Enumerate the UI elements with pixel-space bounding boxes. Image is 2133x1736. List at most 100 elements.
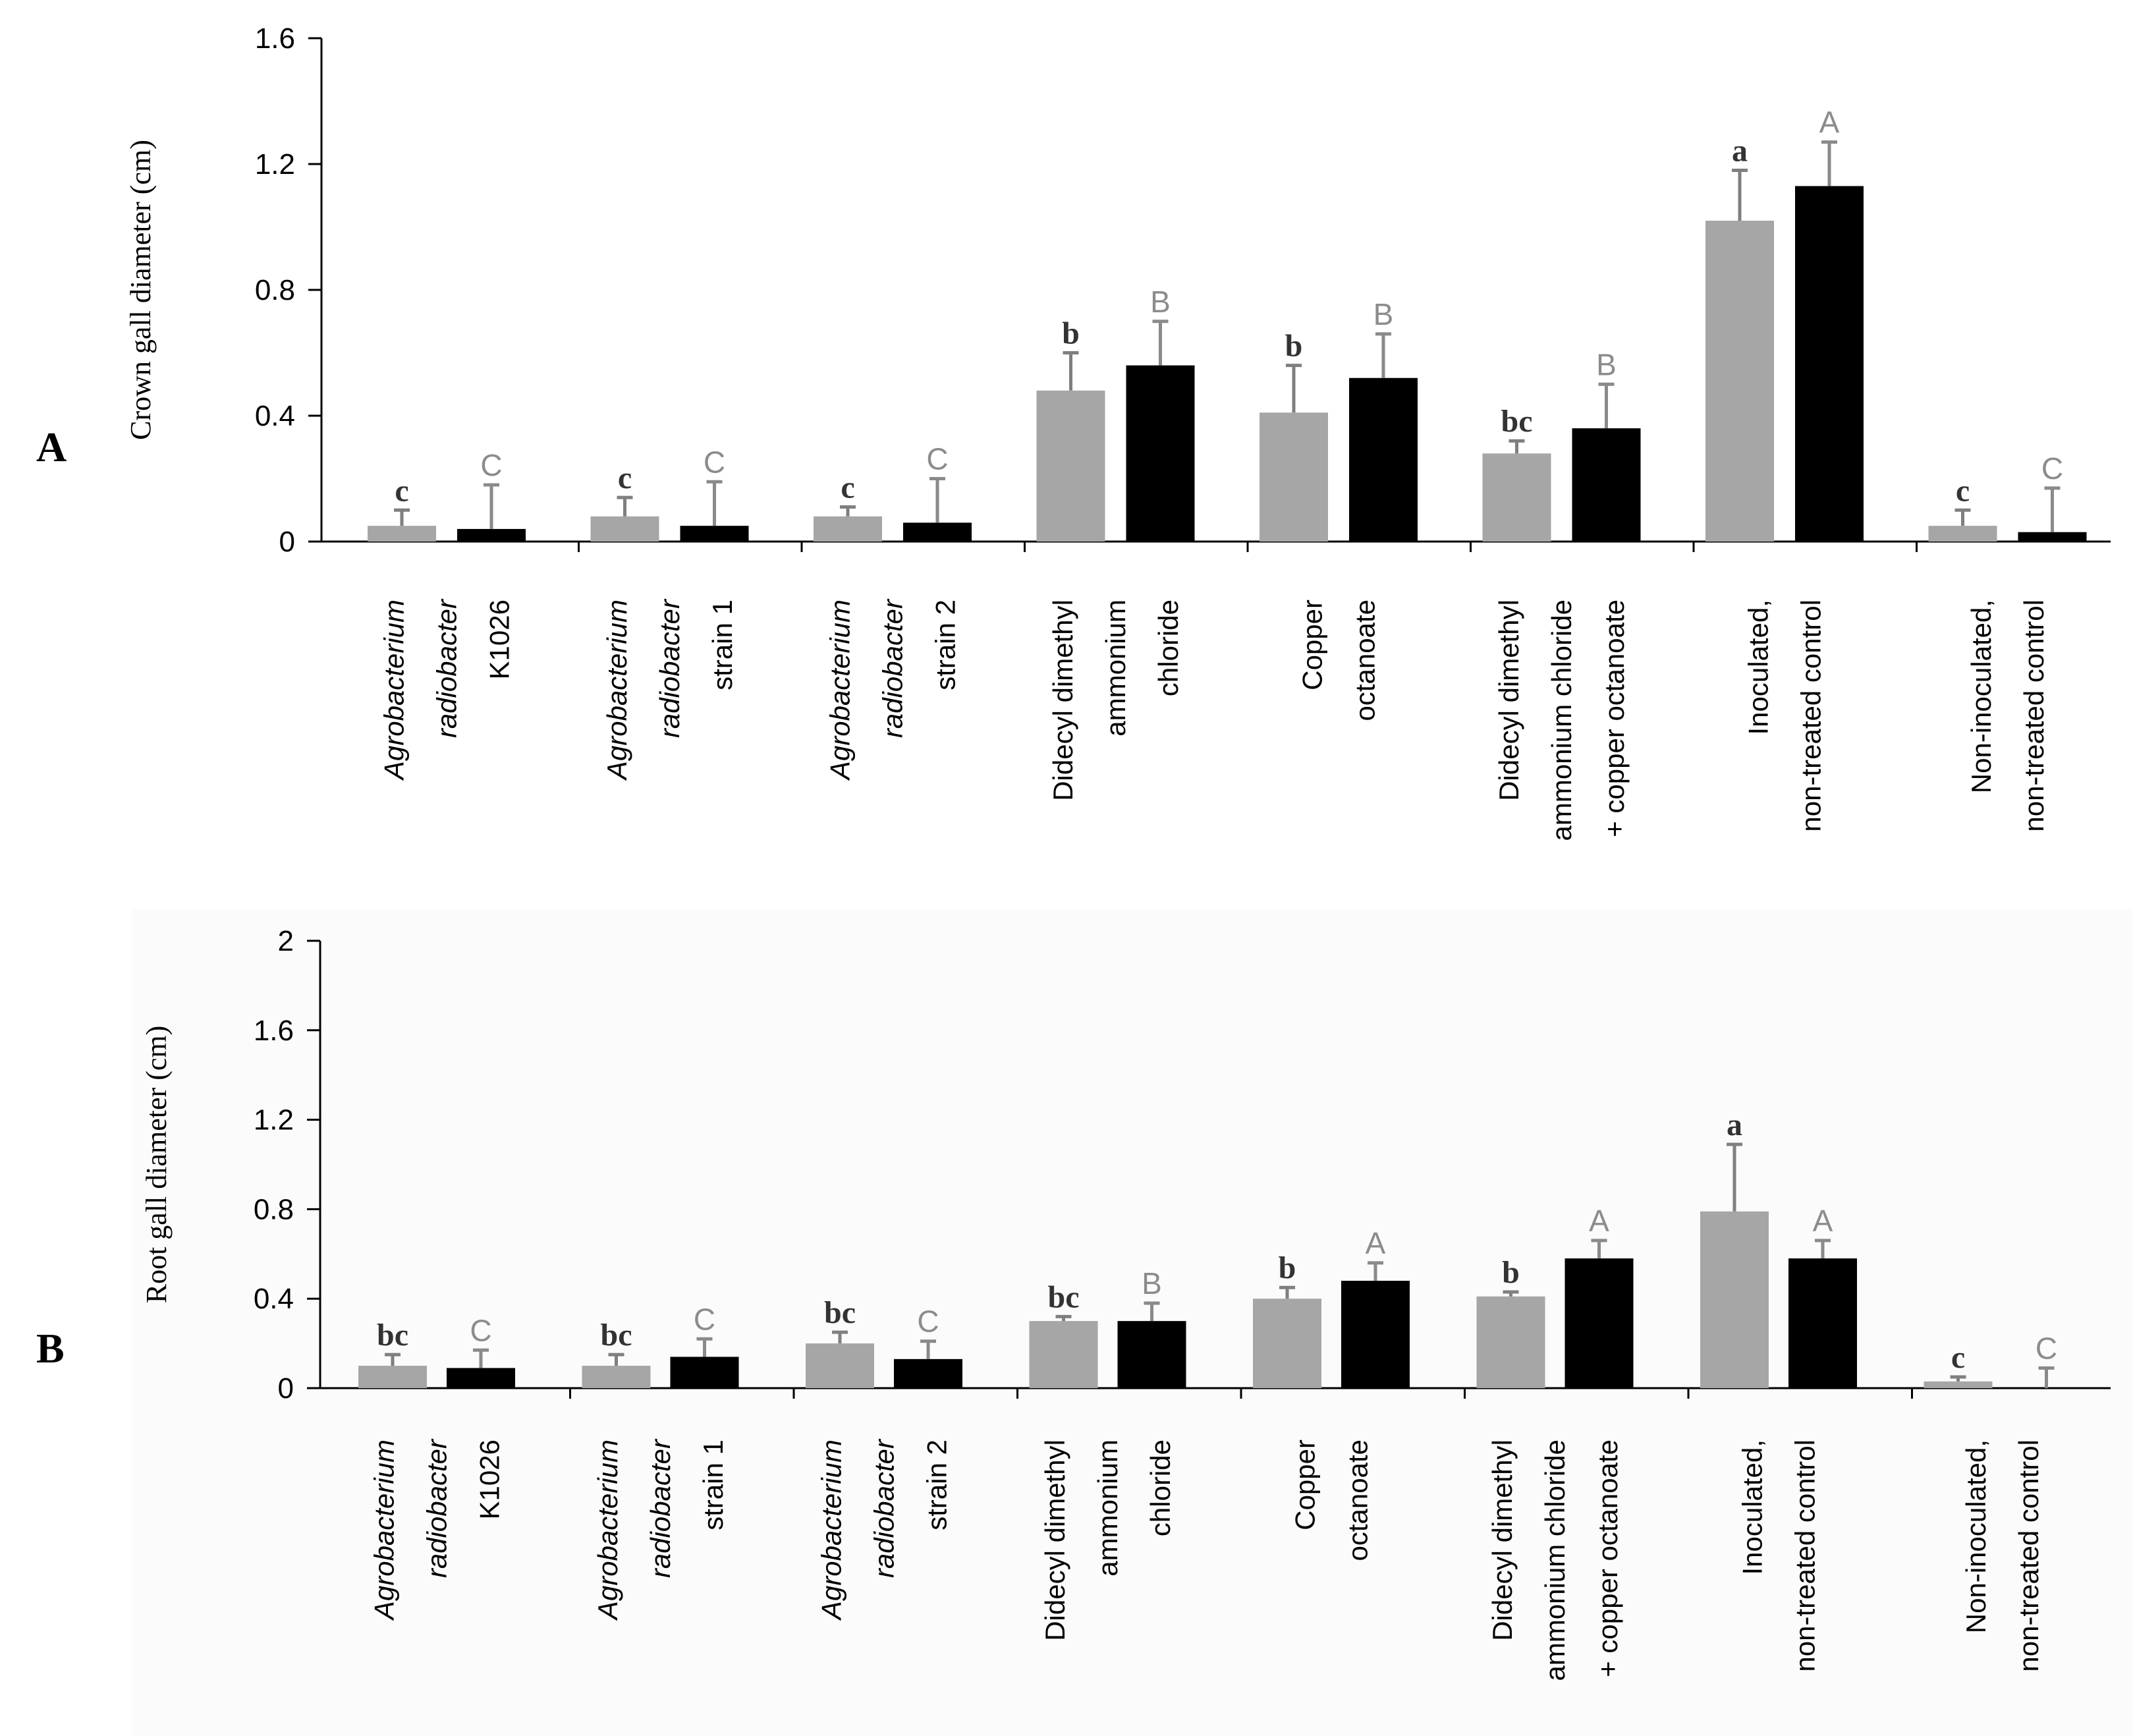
chart-panel-a: A Crown gall diameter (cm) 0 0.4 0.8 1.2 1.6 c C… bbox=[36, 22, 2111, 841]
significance-letter-black-3: C bbox=[917, 1304, 939, 1339]
category-label-3: Agrobacterium radiobacter strain 2 bbox=[825, 598, 961, 781]
category-label-line: chloride bbox=[1145, 1440, 1176, 1536]
y-tick-label: 2 bbox=[278, 925, 294, 957]
category-label-2: Agrobacterium radiobacter strain 1 bbox=[601, 598, 738, 781]
y-tick-label: 1.6 bbox=[254, 1015, 294, 1047]
category-label-line: non-treated control bbox=[2018, 600, 2049, 832]
category-label-line: Agrobacterium bbox=[592, 1440, 623, 1621]
significance-letter-black-7: A bbox=[1819, 105, 1840, 140]
category-label-line: ammonium bbox=[1092, 1440, 1123, 1577]
significance-letter-gray-2: bc bbox=[601, 1318, 632, 1353]
category-label-line: ammonium bbox=[1100, 600, 1131, 737]
significance-letter-black-4: B bbox=[1142, 1266, 1162, 1301]
significance-letter-black-4: B bbox=[1150, 285, 1171, 319]
bar-gray-5 bbox=[1260, 412, 1328, 542]
significance-letter-black-8: C bbox=[2041, 451, 2063, 486]
category-label-line: Didecyl dimethyl bbox=[1493, 600, 1524, 801]
bar-gray-7 bbox=[1705, 220, 1774, 542]
category-label-line: + copper octanoate bbox=[1592, 1440, 1623, 1677]
category-label-line: Agrobacterium bbox=[369, 1440, 400, 1621]
category-label-line: + copper octanoate bbox=[1599, 600, 1630, 837]
category-label-line: Copper bbox=[1290, 1440, 1321, 1530]
category-label-line: Copper bbox=[1297, 600, 1328, 690]
bar-black-2 bbox=[670, 1357, 739, 1388]
significance-letter-black-8: C bbox=[2036, 1331, 2057, 1365]
panel-label: B bbox=[36, 1325, 65, 1372]
significance-letter-gray-6: b bbox=[1502, 1255, 1520, 1290]
category-label-line: Inoculated, bbox=[1737, 1440, 1768, 1575]
bar-black-7 bbox=[1795, 186, 1864, 542]
significance-letter-gray-7: a bbox=[1727, 1107, 1742, 1142]
bar-black-1 bbox=[447, 1368, 515, 1388]
significance-letter-gray-1: c bbox=[395, 473, 408, 508]
bar-gray-3 bbox=[806, 1343, 874, 1388]
category-label-line: non-treated control bbox=[1790, 1440, 1821, 1672]
bar-gray-7 bbox=[1700, 1211, 1769, 1388]
bar-gray-1 bbox=[358, 1366, 427, 1388]
bar-black-4 bbox=[1117, 1321, 1186, 1388]
bar-black-4 bbox=[1126, 365, 1195, 542]
y-tick-label: 0 bbox=[278, 1372, 294, 1405]
bar-gray-4 bbox=[1029, 1321, 1098, 1388]
significance-letter-black-7: A bbox=[1813, 1204, 1833, 1238]
category-label-line: Non-inoculated, bbox=[1966, 600, 1997, 793]
category-label-5: Copper octanoate bbox=[1297, 600, 1381, 721]
significance-letter-gray-3: bc bbox=[824, 1295, 856, 1330]
category-label-line: Didecyl dimethyl bbox=[1487, 1440, 1518, 1641]
category-label-line: K1026 bbox=[474, 1440, 505, 1519]
bar-black-8 bbox=[2018, 532, 2087, 542]
y-axis-label: Root gall diameter (cm) bbox=[140, 1026, 173, 1304]
category-label-5: Copper octanoate bbox=[1290, 1440, 1373, 1561]
significance-letter-gray-6: bc bbox=[1501, 404, 1533, 439]
category-label-line: strain 2 bbox=[930, 600, 961, 690]
category-label-line: strain 1 bbox=[707, 600, 738, 690]
category-label-7: Inoculated, non-treated control bbox=[1743, 600, 1827, 832]
y-tick-label: 1.6 bbox=[255, 22, 295, 55]
category-label-line: radiobacter bbox=[869, 1438, 900, 1578]
bar-black-6 bbox=[1565, 1258, 1634, 1388]
category-label-line: Inoculated, bbox=[1743, 600, 1774, 735]
significance-letter-black-2: C bbox=[694, 1302, 715, 1336]
bar-gray-1 bbox=[368, 526, 436, 542]
bar-gray-6 bbox=[1482, 453, 1551, 542]
significance-letter-gray-5: b bbox=[1285, 329, 1303, 364]
category-label-line: non-treated control bbox=[2013, 1440, 2044, 1672]
y-tick-label: 1.2 bbox=[255, 148, 295, 181]
category-label-line: octanoate bbox=[1350, 600, 1381, 721]
bar-gray-8 bbox=[1928, 526, 1997, 542]
significance-letter-gray-4: b bbox=[1062, 316, 1080, 351]
category-label-line: radiobacter bbox=[877, 598, 908, 738]
category-label-line: Agrobacterium bbox=[816, 1440, 847, 1621]
category-label-7: Inoculated, non-treated control bbox=[1737, 1440, 1821, 1672]
category-label-line: radiobacter bbox=[422, 1438, 453, 1578]
bar-black-1 bbox=[457, 528, 526, 542]
bar-black-3 bbox=[894, 1358, 962, 1388]
significance-letter-black-5: A bbox=[1366, 1226, 1386, 1260]
bar-gray-2 bbox=[590, 516, 659, 542]
bar-gray-8 bbox=[1924, 1381, 1993, 1388]
significance-letter-gray-7: a bbox=[1732, 134, 1748, 169]
y-tick-label: 0.8 bbox=[255, 274, 295, 306]
significance-letter-black-6: A bbox=[1589, 1204, 1609, 1238]
category-label-4: Didecyl dimethyl ammonium chloride bbox=[1047, 600, 1184, 801]
category-label-line: Agrobacterium bbox=[601, 600, 632, 781]
significance-letter-black-6: B bbox=[1596, 347, 1617, 381]
significance-letter-gray-2: c bbox=[618, 461, 632, 495]
y-tick-label: 0 bbox=[279, 526, 295, 558]
category-label-1: Agrobacterium radiobacter K1026 bbox=[379, 598, 515, 781]
category-label-line: Agrobacterium bbox=[825, 600, 856, 781]
significance-letter-black-2: C bbox=[704, 445, 725, 479]
significance-letter-black-1: C bbox=[480, 448, 502, 482]
significance-letter-black-3: C bbox=[926, 442, 948, 476]
significance-letter-gray-1: bc bbox=[377, 1318, 408, 1353]
y-tick-label: 1.2 bbox=[254, 1104, 294, 1136]
bar-gray-6 bbox=[1476, 1296, 1545, 1388]
category-label-line: Didecyl dimethyl bbox=[1039, 1440, 1070, 1641]
category-label-line: radiobacter bbox=[654, 598, 685, 738]
category-label-line: radiobacter bbox=[431, 598, 462, 738]
category-label-3: Agrobacterium radiobacter strain 2 bbox=[816, 1438, 953, 1621]
significance-letter-gray-8: c bbox=[1951, 1340, 1965, 1375]
category-label-2: Agrobacterium radiobacter strain 1 bbox=[592, 1438, 729, 1621]
